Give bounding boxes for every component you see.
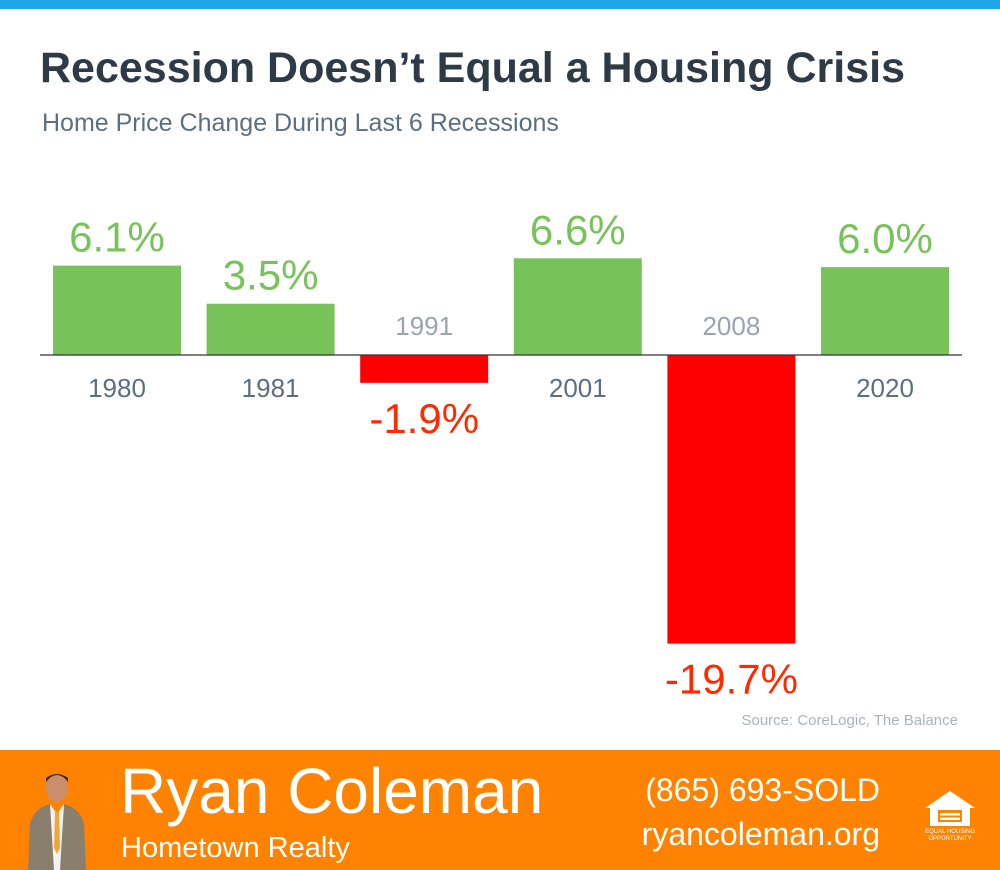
chart-subtitle: Home Price Change During Last 6 Recessio… [42, 109, 559, 137]
year-label-2001: 2001 [549, 373, 607, 403]
year-label-1991: 1991 [395, 311, 453, 341]
agent-footer: Ryan Coleman Hometown Realty (865) 693-S… [0, 750, 1000, 870]
bar-2008 [667, 355, 796, 644]
value-label-2001: 6.6% [530, 206, 626, 253]
logo-text-line1: EQUAL HOUSING [925, 829, 975, 835]
equal-housing-logo: EQUAL HOUSING OPPORTUNITY [925, 791, 975, 842]
source-note: Source: CoreLogic, The Balance [741, 712, 958, 729]
website-link[interactable]: ryancoleman.org [641, 816, 880, 852]
year-label-1981: 1981 [242, 373, 300, 403]
logo-text-line2: OPPORTUNITY [928, 836, 971, 842]
agent-photo [20, 764, 94, 870]
bar-2001 [513, 258, 642, 355]
top-accent-bar [0, 0, 1000, 9]
year-label-2020: 2020 [856, 373, 914, 403]
brokerage-name: Hometown Realty [121, 832, 350, 864]
value-label-1981: 3.5% [223, 252, 319, 299]
value-label-1991: -1.9% [369, 395, 479, 442]
value-label-1980: 6.1% [69, 214, 165, 261]
bar-1981 [206, 303, 335, 355]
chart-title: Recession Doesn’t Equal a Housing Crisis [40, 44, 905, 92]
bar-2020 [821, 267, 949, 355]
value-label-2008: -19.7% [665, 656, 798, 703]
bars-group [53, 258, 949, 644]
bar-1980 [53, 265, 181, 355]
agent-name: Ryan Coleman [120, 755, 544, 827]
year-label-1980: 1980 [88, 373, 146, 403]
labels-group: 6.1% 1980 3.5% 1981 -1.9% 1991 6.6% 2001 -19.7% 2… [69, 206, 933, 702]
phone-number[interactable]: (865) 693-SOLD [645, 772, 880, 808]
bar-1991 [360, 355, 489, 383]
value-label-2020: 6.0% [837, 215, 933, 262]
bar-chart: 6.1% 1980 3.5% 1981 -1.9% 1991 6.6% 2001 -19.7% 2… [40, 206, 962, 703]
year-label-2008: 2008 [702, 311, 760, 341]
